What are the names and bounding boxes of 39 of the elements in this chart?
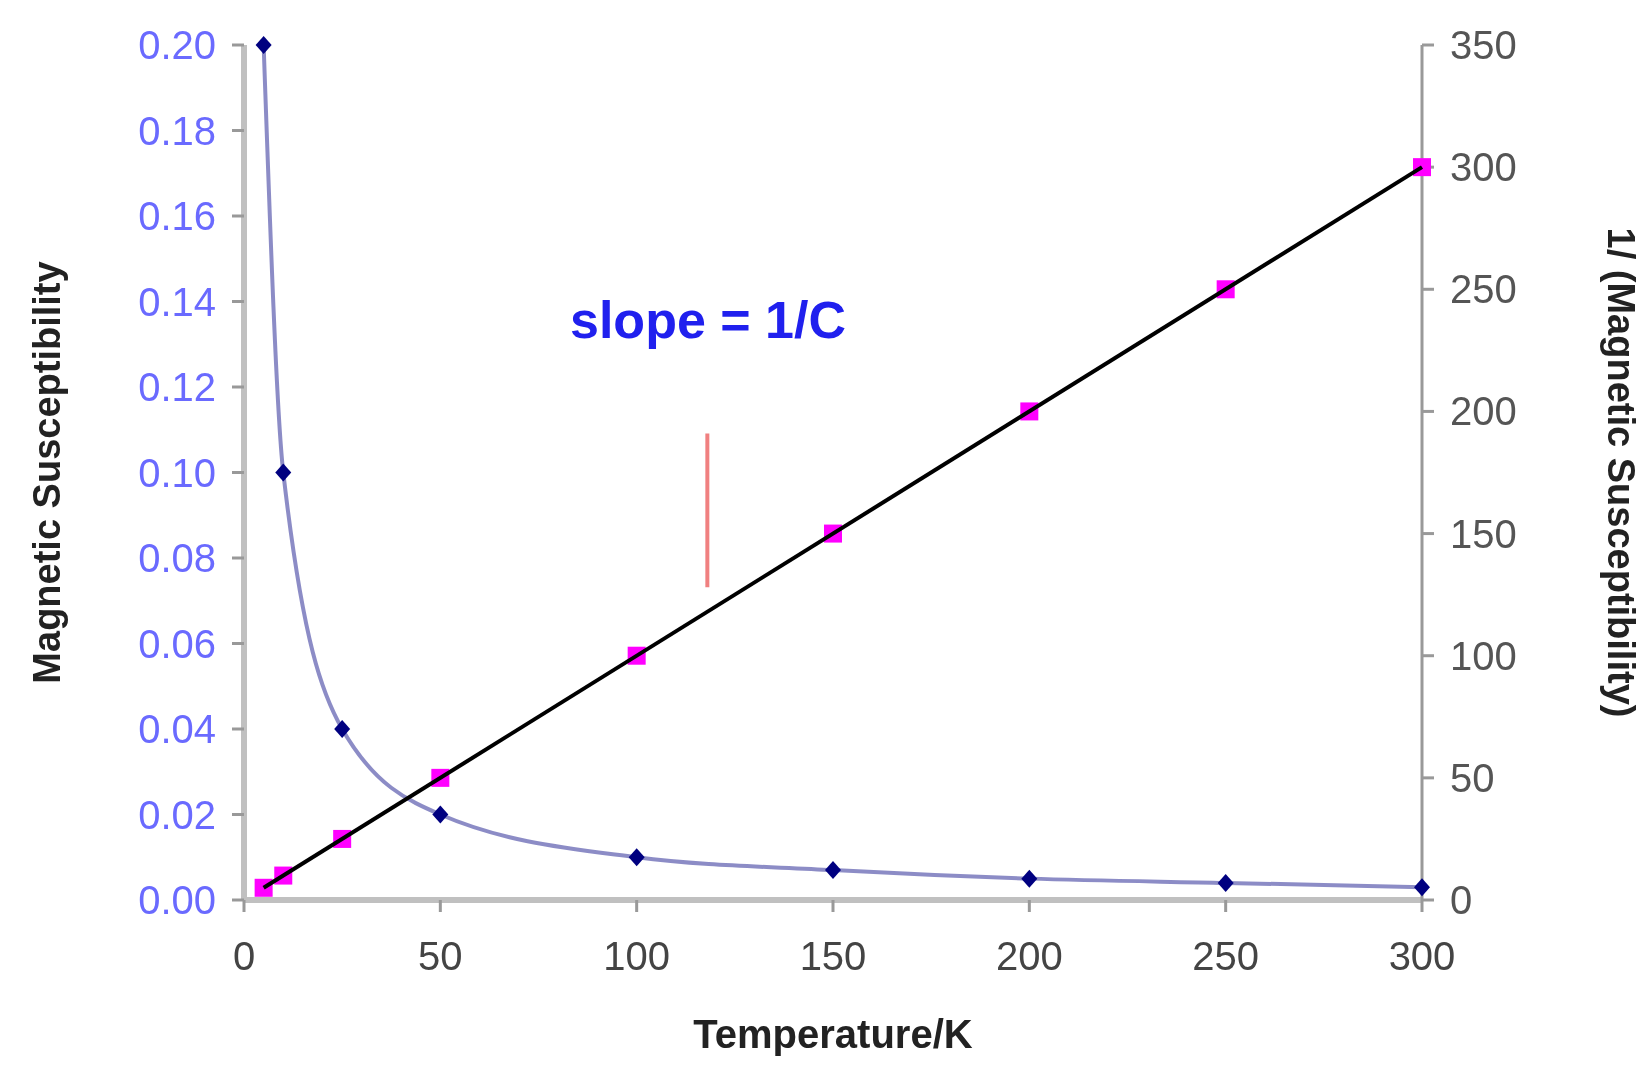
y-axis-title: Magnetic Susceptibility [26, 261, 68, 684]
y-tick-label: 0.02 [138, 792, 216, 837]
x-tick-label: 100 [603, 934, 671, 978]
point [275, 463, 292, 482]
y2-tick-label: 350 [1450, 23, 1517, 67]
x-tick-label: 0 [232, 934, 256, 978]
y-tick-label: 0.00 [138, 878, 216, 922]
y2-tick-label: 50 [1450, 755, 1495, 800]
x-tick-label: 50 [418, 934, 463, 978]
point [334, 720, 351, 738]
y2-tick-label: 100 [1450, 633, 1517, 678]
annotation: slope = 1/C [570, 291, 846, 349]
y-tick-label: 0.04 [138, 707, 216, 751]
point [255, 36, 272, 54]
x-tick-label: 300 [1388, 934, 1456, 978]
y-tick-label: 0.16 [138, 194, 216, 238]
x-tick-label: 150 [799, 934, 867, 978]
point [432, 805, 449, 824]
x-tick-label: 250 [1192, 934, 1260, 978]
y-tick-label: 0.20 [138, 23, 216, 67]
point [1217, 873, 1234, 892]
y-tick-label: 0.08 [138, 536, 216, 580]
point [1021, 869, 1038, 888]
y2-tick-label: 200 [1450, 389, 1517, 434]
y2-axis-title: 1/ (Magnetic Susceptibility) [1600, 227, 1642, 718]
x-axis-title: Temperature/K [693, 1012, 973, 1056]
y2-tick-label: 150 [1450, 511, 1517, 556]
y2-tick-label: 250 [1450, 267, 1517, 312]
point [628, 848, 645, 867]
y-tick-label: 0.18 [138, 108, 216, 153]
y-tick-label: 0.12 [138, 365, 216, 409]
point [1414, 878, 1430, 897]
y-tick-label: 0.14 [138, 279, 216, 324]
y2-tick-label: 0 [1450, 878, 1473, 922]
point [825, 861, 841, 880]
x-tick-label: 200 [995, 934, 1063, 978]
y-tick-label: 0.10 [138, 450, 216, 495]
y-tick-label: 0.06 [138, 621, 216, 666]
y2-tick-label: 300 [1450, 145, 1517, 190]
